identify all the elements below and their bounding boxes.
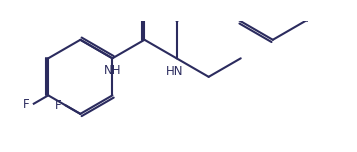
Text: O: O — [140, 0, 149, 2]
Text: HN: HN — [166, 65, 183, 78]
Text: NH: NH — [104, 64, 121, 77]
Text: F: F — [23, 98, 29, 111]
Text: F: F — [55, 99, 61, 112]
